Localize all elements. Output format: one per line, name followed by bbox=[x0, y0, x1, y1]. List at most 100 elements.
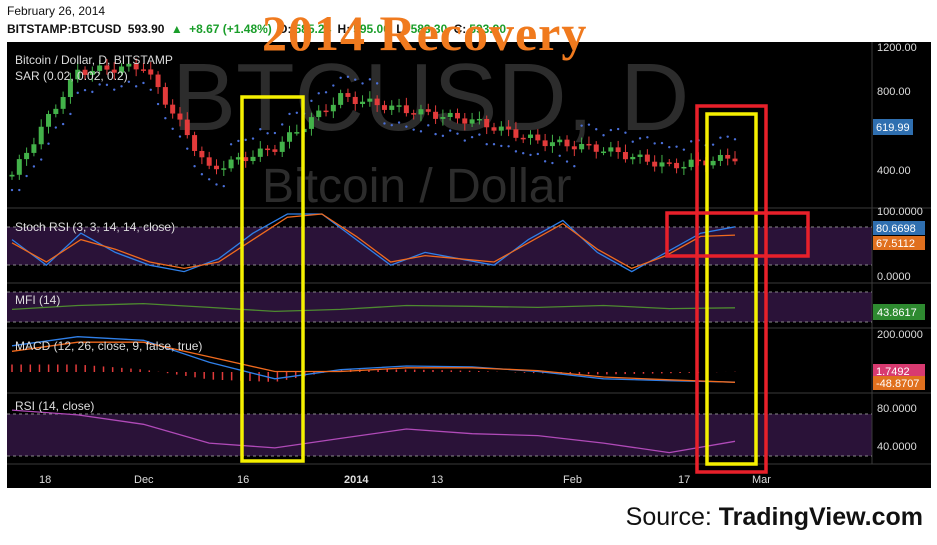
sar-dot bbox=[675, 145, 678, 148]
source-site[interactable]: TradingView.com bbox=[718, 503, 923, 531]
candle-body bbox=[593, 144, 599, 152]
candle-body bbox=[652, 161, 658, 167]
sar-dot bbox=[719, 136, 722, 139]
quote-line: BITSTAMP:BTCUSD 593.90 ▲ +8.67 (+1.48%) … bbox=[7, 22, 509, 36]
signal-value: -48.8707 bbox=[876, 378, 919, 390]
macd-series-line bbox=[11, 336, 736, 383]
x-tick-label: 13 bbox=[431, 474, 443, 486]
macd-title: MACD (12, 26, close, 9, false, true) bbox=[15, 339, 202, 353]
candle-body bbox=[601, 151, 607, 154]
highlight-box-red bbox=[665, 211, 810, 258]
stoch-tick-label: 0.0000 bbox=[877, 271, 911, 283]
sar-dot bbox=[149, 88, 152, 91]
candle-body bbox=[396, 105, 402, 107]
sar-dot bbox=[390, 123, 393, 127]
chart-svg[interactable]: BTCUSD, D Bitcoin / Dollar Bitcoin / Dol… bbox=[7, 42, 931, 488]
sar-dot bbox=[726, 135, 729, 138]
x-tick-label: Mar bbox=[752, 474, 771, 486]
sar-dot bbox=[653, 142, 656, 145]
sar-dot bbox=[668, 145, 671, 149]
sar-dot bbox=[295, 111, 299, 114]
stoch-tick-label: 100.0000 bbox=[877, 206, 923, 218]
sar-dot bbox=[215, 183, 218, 186]
price-pane-title: Bitcoin / Dollar, D, BITSTAMP bbox=[15, 53, 173, 67]
ohlc-close-value: 593.90 bbox=[469, 22, 506, 36]
macd-value: 1.7492 bbox=[876, 366, 910, 378]
sar-dot bbox=[76, 91, 79, 95]
highlight-box-yellow bbox=[705, 112, 758, 466]
candle-body bbox=[294, 132, 300, 134]
candle-body bbox=[484, 118, 490, 128]
sar-dot bbox=[18, 188, 21, 192]
sar-dot bbox=[595, 128, 598, 131]
sar-dot bbox=[470, 135, 474, 139]
sar-dot bbox=[310, 99, 313, 103]
candle-body bbox=[330, 104, 336, 112]
candle-body bbox=[403, 105, 409, 114]
candle-body bbox=[462, 118, 468, 124]
sar-dot bbox=[332, 84, 335, 87]
candle-body bbox=[666, 162, 672, 164]
candle-body bbox=[89, 70, 95, 75]
sar-dot bbox=[91, 90, 94, 94]
candle-body bbox=[367, 98, 373, 102]
stoch-k-tag bbox=[873, 221, 925, 235]
candle-body bbox=[644, 154, 650, 162]
sar-dot bbox=[361, 82, 364, 85]
sar-dot bbox=[25, 174, 28, 178]
sar-dot bbox=[40, 158, 43, 161]
candle-body bbox=[119, 66, 125, 73]
candle-body bbox=[206, 157, 212, 166]
candle-body bbox=[97, 65, 103, 71]
sar-dot bbox=[142, 81, 145, 85]
macd-series-line bbox=[11, 341, 736, 383]
candle-body bbox=[16, 159, 22, 175]
chart-area[interactable]: BTCUSD, D Bitcoin / Dollar Bitcoin / Dol… bbox=[7, 42, 931, 488]
candle-body bbox=[498, 126, 504, 131]
sar-dot bbox=[186, 147, 189, 150]
candle-body bbox=[360, 101, 366, 104]
candle-body bbox=[243, 157, 249, 162]
candle-body bbox=[148, 69, 154, 75]
last-price-value: 619.99 bbox=[876, 122, 910, 134]
sar-dot bbox=[565, 160, 569, 163]
overlay-title: 2014 Recovery bbox=[262, 5, 588, 61]
stoch-band bbox=[7, 227, 872, 265]
price-tick-label: 1200.00 bbox=[877, 42, 917, 54]
sar-dot bbox=[10, 188, 14, 192]
sar-dot bbox=[412, 128, 415, 131]
sar-dot bbox=[83, 88, 87, 92]
candle-body bbox=[476, 118, 482, 121]
sar-dot bbox=[405, 125, 408, 128]
candle-body bbox=[732, 158, 738, 162]
x-tick-label: Feb bbox=[563, 474, 582, 486]
candle-body bbox=[535, 134, 541, 141]
candle-body bbox=[447, 112, 453, 118]
sar-dot bbox=[383, 122, 386, 125]
sar-dot bbox=[127, 80, 131, 83]
sar-dot bbox=[317, 92, 320, 95]
sar-dot bbox=[207, 178, 211, 181]
sar-dot bbox=[507, 145, 510, 148]
candle-body bbox=[688, 159, 694, 167]
candle-body bbox=[338, 93, 344, 105]
mfi-band bbox=[7, 292, 872, 322]
sar-dot bbox=[171, 127, 174, 130]
macd-tick-label: 200.0000 bbox=[877, 329, 923, 341]
candle-body bbox=[67, 79, 73, 98]
symbol-label[interactable]: BITSTAMP:BTCUSD bbox=[7, 22, 122, 36]
mfi-title: MFI (14) bbox=[15, 293, 60, 307]
sar-dot bbox=[375, 82, 379, 85]
highlight-box-yellow bbox=[240, 95, 305, 463]
candle-body bbox=[549, 142, 555, 147]
stoch-series-line bbox=[11, 213, 736, 270]
candle-body bbox=[192, 135, 198, 151]
sar-dot bbox=[61, 122, 65, 126]
sar-dot bbox=[492, 143, 496, 146]
source-caption: Source: TradingView.com bbox=[626, 503, 923, 532]
chart-date: February 26, 2014 bbox=[7, 4, 106, 18]
mfi-tag bbox=[873, 304, 925, 320]
candle-body bbox=[46, 113, 52, 127]
sar-dot bbox=[434, 132, 437, 136]
sar-dot bbox=[631, 140, 634, 143]
